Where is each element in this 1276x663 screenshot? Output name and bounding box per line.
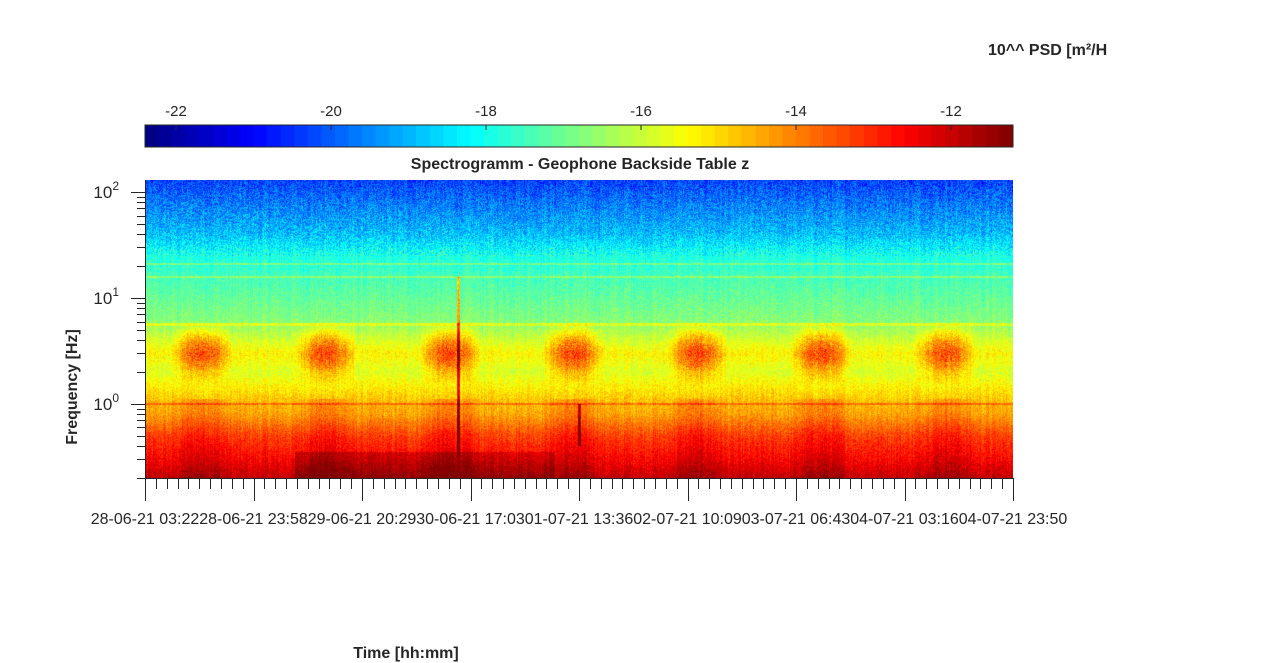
colorbar-label: 10^^ PSD [m²/H <box>988 42 1107 59</box>
chart-title: Spectrogramm - Geophone Backside Table z <box>411 156 749 173</box>
spectrogram-area <box>146 180 1013 478</box>
colorbar-tick-label: -16 <box>630 103 652 120</box>
x-tick-label: 28-06-21 23:58 <box>199 511 308 528</box>
x-tick-label: 04-07-21 03:16 <box>850 511 959 528</box>
x-axis-ticks: 28-06-21 03:22 28-06-21 23:58 29-06-21 20:… <box>91 478 1068 528</box>
colorbar-gradient <box>145 125 1013 147</box>
colorbar-tick-label: -22 <box>165 103 187 120</box>
colorbar-frame <box>144 124 1014 148</box>
x-tick-label: 29-06-21 20:29 <box>308 511 417 528</box>
colorbar-tick-label: -14 <box>785 103 807 120</box>
y-tick-label: 100 <box>93 391 119 414</box>
x-tick-label: 03-07-21 06:43 <box>742 511 851 528</box>
colorbar-tick-label: -20 <box>320 103 342 120</box>
colorbar: -22 -20 -18 -16 -14 -12 <box>144 103 1014 148</box>
x-tick-label: 28-06-21 03:22 <box>91 511 200 528</box>
x-axis-label: Time [hh:mm] <box>353 645 458 662</box>
colorbar-ticks: -22 -20 -18 -16 -14 -12 <box>165 103 962 130</box>
x-tick-label: 30-06-21 17:03 <box>416 511 525 528</box>
x-tick-label: 02-07-21 10:09 <box>633 511 742 528</box>
y-axis-ticks: 100 101 102 <box>93 179 145 479</box>
x-tick-label: 04-07-21 23:50 <box>959 511 1068 528</box>
spectrogram-image <box>146 180 1013 478</box>
colorbar-tick-label: -18 <box>475 103 497 120</box>
colorbar-tick-label: -12 <box>940 103 962 120</box>
y-tick-label: 102 <box>93 179 119 202</box>
y-axis-label: Frequency [Hz] <box>64 329 81 445</box>
x-tick-label: 01-07-21 13:36 <box>525 511 634 528</box>
y-tick-label: 101 <box>93 285 119 308</box>
